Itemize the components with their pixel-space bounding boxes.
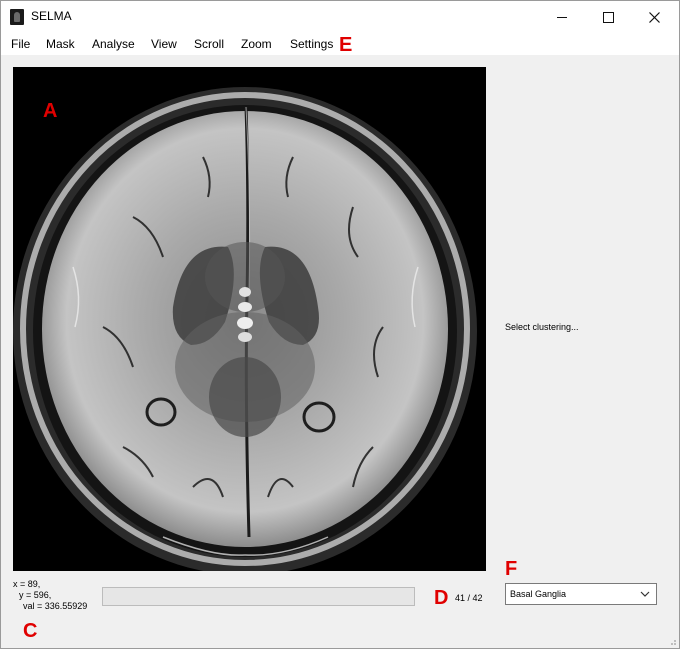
- annotation-a: A: [43, 100, 58, 122]
- close-button[interactable]: [631, 1, 677, 33]
- menu-settings[interactable]: Settings: [290, 37, 334, 51]
- chevron-down-icon: [640, 591, 650, 597]
- annotation-f: F: [505, 558, 518, 580]
- slice-slider[interactable]: [102, 587, 415, 606]
- clustering-select[interactable]: Basal Ganglia: [505, 583, 657, 605]
- menu-view[interactable]: View: [151, 37, 177, 51]
- app-logo-icon: [10, 9, 24, 25]
- menu-analyse[interactable]: Analyse: [92, 37, 135, 51]
- resize-grip-icon[interactable]: [667, 636, 677, 646]
- menu-file[interactable]: File: [11, 37, 31, 51]
- coord-y: y = 596,: [19, 590, 52, 600]
- mri-brain-image: [13, 67, 486, 571]
- slice-counter: 41 / 42: [455, 593, 483, 603]
- close-icon: [648, 11, 660, 23]
- image-viewer[interactable]: A: [13, 67, 486, 571]
- menu-scroll[interactable]: Scroll: [194, 37, 225, 51]
- menu-mask[interactable]: Mask: [46, 37, 75, 51]
- maximize-button[interactable]: [585, 1, 631, 33]
- menu-bar: File Mask Analyse View Scroll Zoom Setti…: [1, 33, 679, 55]
- minimize-button[interactable]: [539, 1, 585, 33]
- annotation-e: E: [339, 34, 353, 56]
- clustering-status: Select clustering...: [505, 322, 579, 332]
- menu-zoom[interactable]: Zoom: [241, 37, 272, 51]
- coordinate-readout: x = 89, y = 596, val = 336.55929: [13, 579, 87, 612]
- annotation-c: C: [23, 620, 38, 642]
- maximize-icon: [602, 11, 614, 23]
- coord-value: val = 336.55929: [23, 601, 88, 611]
- title-bar: SELMA: [1, 1, 679, 33]
- window-title: SELMA: [31, 9, 72, 23]
- clustering-select-value: Basal Ganglia: [510, 589, 567, 599]
- coord-x: x = 89,: [13, 579, 41, 589]
- minimize-icon: [557, 16, 567, 18]
- annotation-d: D: [434, 587, 449, 609]
